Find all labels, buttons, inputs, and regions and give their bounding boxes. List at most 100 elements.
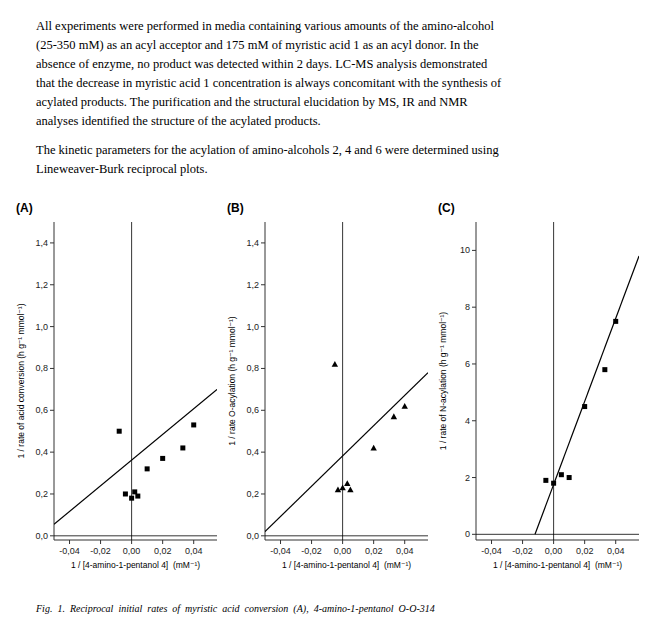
y-tick-label: 4 <box>465 416 470 426</box>
data-point <box>123 491 128 496</box>
data-point <box>347 487 353 493</box>
x-tick <box>193 540 194 544</box>
y-tick-label: 0,0 <box>35 531 48 541</box>
x-tick-label: 0,02 <box>154 546 172 556</box>
y-axis-line <box>265 222 266 540</box>
y-tick <box>50 368 54 369</box>
x-tick-label: -0,04 <box>481 546 502 556</box>
y-tick <box>472 534 476 535</box>
page: All experiments were performed in media … <box>0 0 649 641</box>
y-axis-label: 1 / rate of acid conversion (h g⁻¹ mmol⁻… <box>16 303 26 458</box>
text-block: All experiments were performed in media … <box>36 19 502 176</box>
y-tick <box>261 410 265 411</box>
x-tick-label: 0,04 <box>607 546 625 556</box>
x-tick <box>615 540 616 544</box>
panel: (C)-0,04-0,020,000,020,0402468101 / [4-a… <box>438 201 639 570</box>
paragraph-line: (25-350 mM) as an acyl acceptor and 175 … <box>36 38 479 52</box>
x-tick <box>491 540 492 544</box>
y-tick-label: 0,6 <box>246 405 259 415</box>
data-point <box>344 480 350 486</box>
y-tick-label: 6 <box>465 359 470 369</box>
panel-label: (C) <box>438 201 455 215</box>
x-axis-label: 1 / [4-amino-1-pentanol 4] (mM⁻¹) <box>282 560 411 570</box>
paragraph-line: Lineweaver-Burk reciprocal plots. <box>36 162 208 176</box>
x-axis-line <box>265 540 428 541</box>
x-tick <box>162 540 163 544</box>
y-tick <box>50 284 54 285</box>
x-tick-label: 0,00 <box>334 546 352 556</box>
x-tick-label: -0,04 <box>270 546 291 556</box>
zero-line-x <box>342 222 343 540</box>
y-tick <box>472 420 476 421</box>
y-tick <box>261 242 265 243</box>
x-tick <box>404 540 405 544</box>
x-axis-label: 1 / [4-amino-1-pentanol 4] (mM⁻¹) <box>71 560 200 570</box>
y-tick-label: 0,8 <box>35 363 48 373</box>
x-tick <box>553 540 554 544</box>
y-tick <box>50 410 54 411</box>
x-tick <box>280 540 281 544</box>
x-tick-label: 0,04 <box>396 546 414 556</box>
x-tick <box>100 540 101 544</box>
y-axis-line <box>476 222 477 540</box>
y-tick <box>50 452 54 453</box>
zero-line-y <box>265 535 428 536</box>
data-point <box>559 472 564 477</box>
y-tick <box>261 284 265 285</box>
y-tick-label: 1,4 <box>246 238 259 248</box>
zero-line-y <box>476 534 639 535</box>
y-tick-label: 8 <box>465 302 470 312</box>
panel: (B)-0,04-0,020,000,020,040,00,20,40,60,8… <box>227 201 428 570</box>
data-point <box>567 475 572 480</box>
data-point <box>145 466 150 471</box>
zero-line-x <box>553 222 554 540</box>
figure-caption: Fig. 1. Reciprocal initial rates of myri… <box>35 603 435 615</box>
data-point <box>129 496 134 501</box>
panel-label: (A) <box>16 201 33 215</box>
x-tick <box>584 540 585 544</box>
fit-line <box>265 373 428 532</box>
data-point <box>332 361 338 367</box>
x-tick-label: -0,02 <box>301 546 322 556</box>
y-tick <box>261 368 265 369</box>
x-tick <box>131 540 132 544</box>
data-point <box>543 478 548 483</box>
y-tick <box>472 250 476 251</box>
y-tick <box>50 535 54 536</box>
x-axis-line <box>476 540 639 541</box>
data-point <box>135 494 140 499</box>
data-point <box>117 429 122 434</box>
y-tick-label: 0,6 <box>35 405 48 415</box>
y-tick-label: 10 <box>460 245 470 255</box>
data-point <box>180 445 185 450</box>
panel: (A)-0,04-0,020,000,020,040,00,20,40,60,8… <box>16 201 217 570</box>
x-tick-label: 0,02 <box>576 546 594 556</box>
y-tick-label: 0,4 <box>246 447 259 457</box>
y-tick <box>472 307 476 308</box>
y-tick <box>261 452 265 453</box>
y-tick <box>261 535 265 536</box>
y-axis-label: 1 / rate O-acylation (h g⁻¹ mmol⁻¹) <box>227 316 237 446</box>
y-tick-label: 2 <box>465 473 470 483</box>
zero-line-x <box>131 222 132 540</box>
data-point <box>191 422 196 427</box>
x-tick-label: 0,00 <box>545 546 563 556</box>
x-axis-label: 1 / [4-amino-1-pentanol 4] (mM⁻¹) <box>493 560 622 570</box>
y-axis-label: 1 / rate of N-acylation (h g⁻¹ mmol⁻¹) <box>438 312 448 451</box>
data-point <box>391 413 397 419</box>
paragraph-line: The kinetic parameters for the acylation… <box>36 143 499 157</box>
y-tick-label: 0 <box>465 529 470 539</box>
x-tick-label: -0,02 <box>90 546 111 556</box>
y-tick <box>472 477 476 478</box>
paragraph-line: that the decrease in myristic acid 1 con… <box>36 76 502 90</box>
x-tick <box>373 540 374 544</box>
y-tick <box>50 242 54 243</box>
x-tick <box>311 540 312 544</box>
y-tick <box>472 363 476 364</box>
y-tick <box>50 326 54 327</box>
data-point <box>402 403 408 409</box>
y-tick-label: 0,2 <box>35 489 48 499</box>
y-tick-label: 1,2 <box>246 280 259 290</box>
plot-area <box>54 389 217 524</box>
x-tick <box>522 540 523 544</box>
